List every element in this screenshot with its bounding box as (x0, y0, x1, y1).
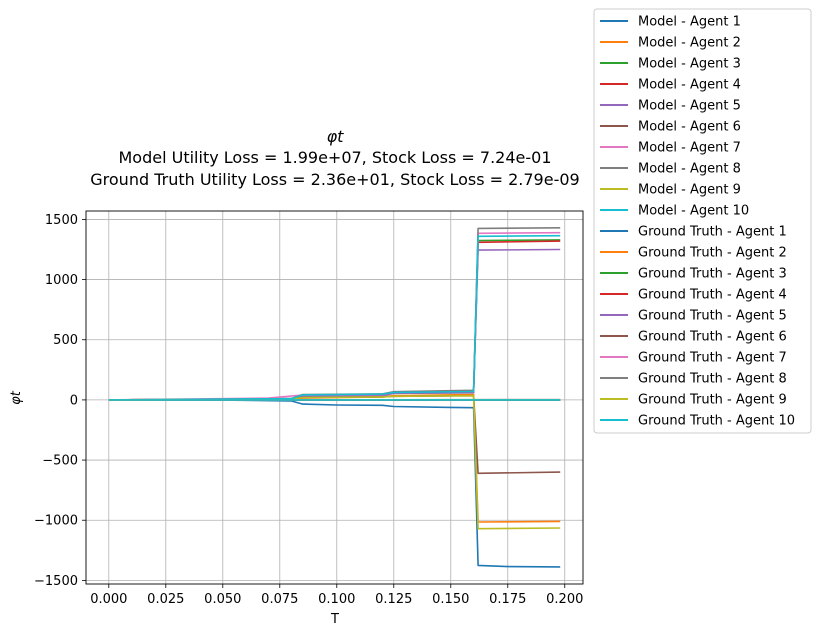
y-axis-ticks: −1500 −1000 −500 0 500 1000 1500 (34, 213, 86, 589)
series-line-4 (108, 240, 561, 401)
x-tick-label: 0.100 (318, 592, 355, 607)
legend-label: Model - Agent 1 (638, 15, 741, 30)
legend-label: Model - Agent 10 (638, 204, 749, 219)
series-line-9 (108, 394, 561, 530)
y-tick-label: −1500 (34, 574, 78, 589)
chart-subtitle-2: Ground Truth Utility Loss = 2.36e+01, St… (90, 170, 579, 189)
series-line-3 (108, 239, 561, 401)
y-tick-label: 1500 (45, 213, 78, 228)
legend-label: Model - Agent 2 (638, 36, 741, 51)
legend-label: Ground Truth - Agent 7 (638, 351, 787, 366)
y-tick-label: 1000 (45, 273, 78, 288)
x-axis-ticks: 0.000 0.025 0.050 0.075 0.100 0.125 0.150 0.175… (90, 584, 583, 607)
x-tick-label: 0.050 (204, 592, 241, 607)
series-line-8 (108, 227, 561, 401)
x-tick-label: 0.150 (432, 592, 469, 607)
y-axis-label: φt (9, 390, 24, 405)
x-axis-label: T (330, 612, 339, 627)
legend-label: Ground Truth - Agent 2 (638, 246, 787, 261)
x-tick-label: 0.000 (90, 592, 127, 607)
y-tick-label: −1000 (34, 514, 78, 529)
legend-frame (593, 8, 812, 434)
legend-label: Model - Agent 7 (638, 141, 741, 156)
legend-label: Ground Truth - Agent 6 (638, 330, 787, 345)
series-line-10 (108, 234, 561, 401)
series-line-7 (108, 231, 561, 401)
chart-title-group: φt Model Utility Loss = 1.99e+07, Stock … (90, 127, 579, 189)
x-tick-label: 0.175 (489, 592, 526, 607)
plot-frame (85, 210, 584, 585)
chart-title: φt (327, 127, 345, 146)
series-line-2 (108, 393, 561, 523)
legend-label: Model - Agent 8 (638, 162, 741, 177)
legend-label: Ground Truth - Agent 1 (638, 225, 787, 240)
y-tick-label: 500 (53, 333, 78, 348)
x-tick-label: 0.125 (375, 592, 412, 607)
chart-subtitle-1: Model Utility Loss = 1.99e+07, Stock Los… (119, 148, 552, 167)
y-tick-label: 0 (70, 393, 78, 408)
series-line-5 (108, 248, 561, 401)
legend-label: Model - Agent 5 (638, 99, 741, 114)
legend-label: Ground Truth - Agent 5 (638, 309, 787, 324)
plot-lines (108, 227, 561, 568)
legend-label: Model - Agent 3 (638, 57, 741, 72)
legend-label: Ground Truth - Agent 10 (638, 414, 795, 429)
x-tick-label: 0.200 (546, 592, 583, 607)
legend-label: Ground Truth - Agent 9 (638, 393, 787, 408)
x-tick-label: 0.025 (147, 592, 184, 607)
legend: Model - Agent 1 Model - Agent 2 Model - Ag… (593, 8, 812, 434)
legend-label: Ground Truth - Agent 3 (638, 267, 787, 282)
legend-label: Model - Agent 9 (638, 183, 741, 198)
series-line-6 (108, 394, 561, 475)
y-tick-label: −500 (42, 454, 78, 469)
legend-label: Model - Agent 4 (638, 78, 741, 93)
x-tick-label: 0.075 (261, 592, 298, 607)
series-line-1 (108, 399, 561, 568)
legend-label: Ground Truth - Agent 4 (638, 288, 787, 303)
legend-label: Ground Truth - Agent 8 (638, 372, 787, 387)
legend-label: Model - Agent 6 (638, 120, 741, 135)
